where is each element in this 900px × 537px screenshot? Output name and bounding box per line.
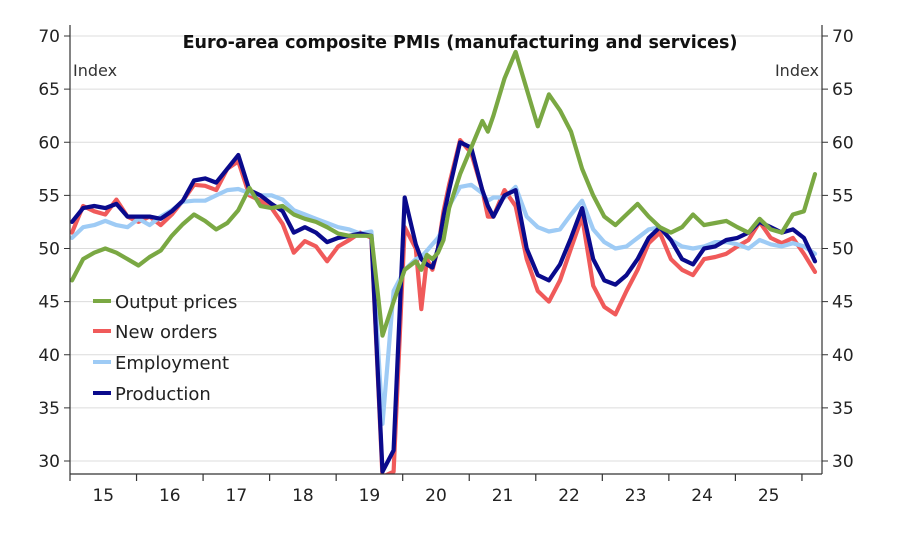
y-tick-label-left: 65 bbox=[38, 80, 60, 100]
series-lines bbox=[70, 49, 818, 474]
y-tick-label-right: 50 bbox=[832, 240, 854, 260]
series-line-production bbox=[70, 140, 818, 474]
x-tick-label: 17 bbox=[226, 486, 248, 506]
x-tick-label: 20 bbox=[425, 486, 447, 506]
x-tick-label: 25 bbox=[758, 486, 780, 506]
y-tick-label-left: 30 bbox=[38, 452, 60, 472]
x-tick-label: 15 bbox=[92, 486, 114, 506]
chart-title: Euro-area composite PMIs (manufacturing … bbox=[183, 33, 738, 53]
x-tick-label: 18 bbox=[292, 486, 314, 506]
y-tick-label-left: 45 bbox=[38, 293, 60, 313]
y-tick-label-right: 65 bbox=[832, 80, 854, 100]
x-tick-label: 23 bbox=[625, 486, 647, 506]
legend: Output prices New orders Employment Prod… bbox=[93, 292, 237, 405]
legend-item-production: Production bbox=[93, 384, 211, 405]
legend-item-new-orders: New orders bbox=[93, 322, 217, 343]
y-ticks-left: 30 35 40 45 50 55 60 65 70 bbox=[38, 27, 70, 472]
x-ticks: 15 16 17 18 19 20 21 22 23 24 25 bbox=[69, 474, 803, 506]
y-tick-label-left: 70 bbox=[38, 27, 60, 47]
y-tick-label-left: 35 bbox=[38, 399, 60, 419]
x-tick-label: 24 bbox=[691, 486, 713, 506]
y-tick-label-right: 55 bbox=[832, 186, 854, 206]
y-tick-label-right: 70 bbox=[832, 27, 854, 47]
y-tick-label-left: 55 bbox=[38, 186, 60, 206]
axes bbox=[69, 25, 823, 475]
x-tick-label: 16 bbox=[159, 486, 181, 506]
legend-item-output-prices: Output prices bbox=[93, 292, 237, 313]
y-tick-label-left: 50 bbox=[38, 240, 60, 260]
x-tick-label: 22 bbox=[558, 486, 580, 506]
y-tick-label-left: 60 bbox=[38, 133, 60, 153]
legend-label-employment: Employment bbox=[115, 353, 229, 374]
y-tick-label-right: 30 bbox=[832, 452, 854, 472]
legend-item-employment: Employment bbox=[93, 353, 229, 374]
legend-label-production: Production bbox=[115, 384, 211, 405]
series-line-output-prices bbox=[70, 49, 818, 338]
x-tick-label: 21 bbox=[492, 486, 514, 506]
y-tick-label-right: 35 bbox=[832, 399, 854, 419]
y-axis-label-left: Index bbox=[73, 61, 117, 80]
y-axis-label-right: Index bbox=[775, 61, 819, 80]
y-tick-label-left: 40 bbox=[38, 346, 60, 366]
y-ticks-right: 30 35 40 45 50 55 60 65 70 bbox=[822, 27, 854, 472]
x-tick-label: 19 bbox=[359, 486, 381, 506]
y-tick-label-right: 45 bbox=[832, 293, 854, 313]
y-tick-label-right: 40 bbox=[832, 346, 854, 366]
legend-label-output-prices: Output prices bbox=[115, 292, 237, 313]
legend-label-new-orders: New orders bbox=[115, 322, 217, 343]
y-tick-label-right: 60 bbox=[832, 133, 854, 153]
